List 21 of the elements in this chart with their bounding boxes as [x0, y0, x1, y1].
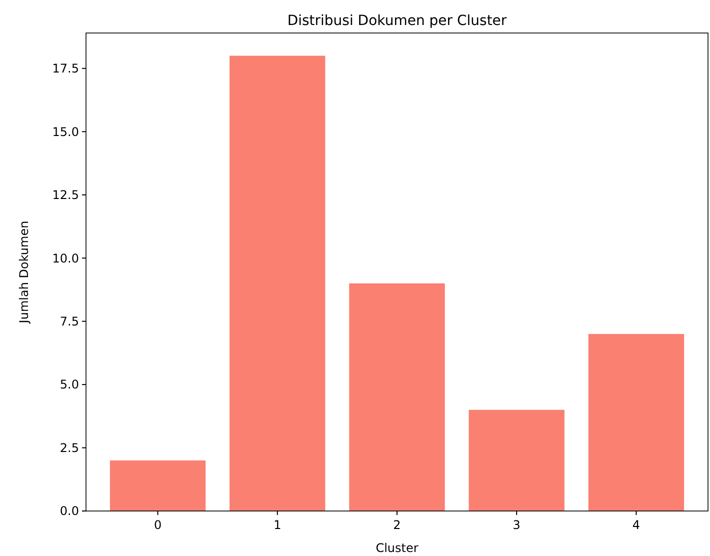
x-axis-title: Cluster	[376, 541, 418, 555]
x-tick-label: 0	[154, 518, 162, 532]
y-tick-label: 2.5	[60, 440, 79, 455]
y-tick-label: 12.5	[52, 188, 79, 202]
x-tick-label: 3	[512, 518, 520, 532]
x-tick-label: 1	[274, 518, 282, 532]
y-tick-label: 7.5	[60, 314, 79, 329]
x-tick-label: 2	[393, 518, 401, 532]
y-tick-label: 15.0	[52, 124, 79, 139]
y-tick-label: 17.5	[52, 62, 79, 76]
bar	[349, 283, 445, 511]
chart-title: Distribusi Dokumen per Cluster	[287, 13, 507, 29]
y-tick-label: 5.0	[60, 378, 79, 392]
bar	[110, 460, 206, 511]
y-tick-label: 0.0	[60, 504, 79, 518]
x-tick-label: 4	[632, 518, 640, 532]
bar	[588, 334, 684, 511]
bar	[468, 410, 564, 511]
y-axis-title: Jumlah Dokumen	[17, 220, 31, 324]
bar	[230, 56, 326, 511]
y-tick-label: 10.0	[52, 251, 79, 266]
